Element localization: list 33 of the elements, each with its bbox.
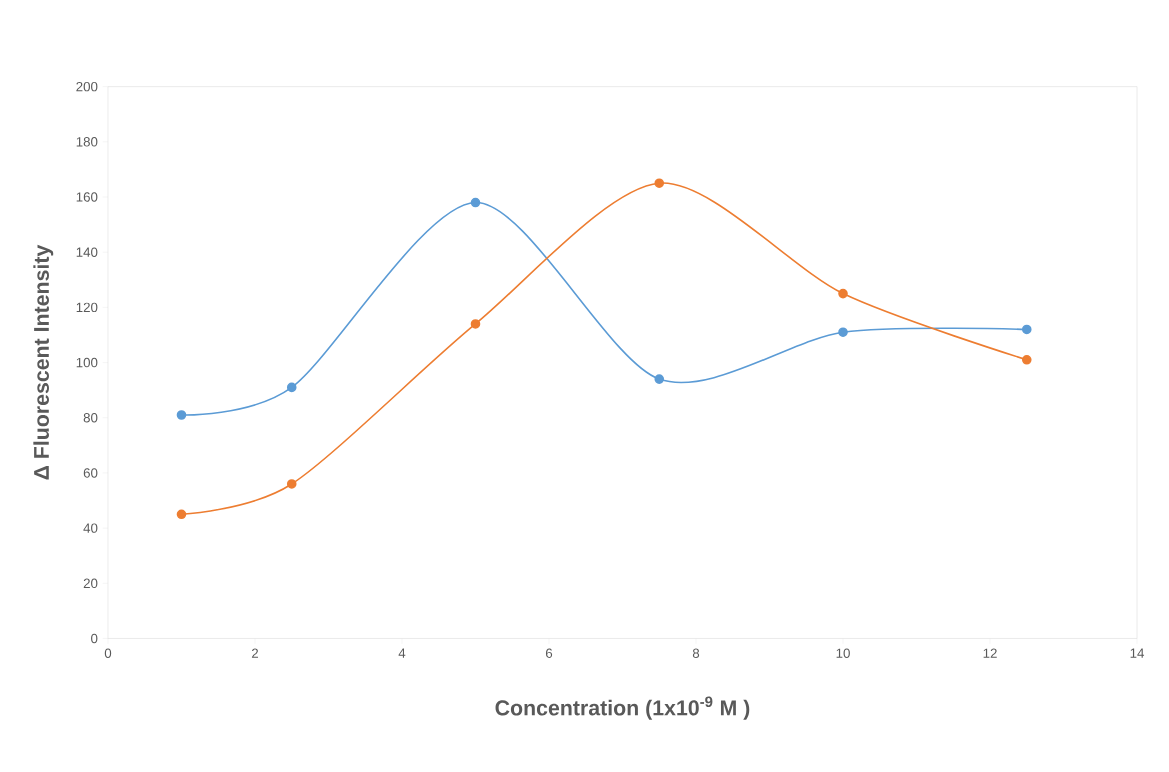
point <box>470 197 481 208</box>
y-tick-label: 180 <box>76 137 98 147</box>
y-tick-label: 40 <box>83 523 98 533</box>
y-tick-label: 80 <box>83 413 98 423</box>
point <box>470 319 481 329</box>
point <box>654 178 665 189</box>
x-tick-label: 4 <box>398 648 406 658</box>
y-tick-label: 120 <box>76 302 98 313</box>
point <box>176 410 187 420</box>
point <box>176 509 187 520</box>
x-tick-label: 12 <box>983 648 997 658</box>
y-tick-label: 160 <box>76 192 98 202</box>
point <box>654 374 665 385</box>
point <box>838 288 848 299</box>
y-tick-label: 60 <box>83 468 98 478</box>
x-tick-label: 2 <box>251 648 259 658</box>
point <box>1021 355 1032 365</box>
x-tick-label: 8 <box>692 648 700 659</box>
y-tick-label: 200 <box>76 82 98 92</box>
point <box>286 479 297 489</box>
y-tick-label: 20 <box>83 578 98 589</box>
point <box>838 327 848 338</box>
y-axis-title: Δ Fluorescent Intensity <box>33 244 54 480</box>
y-tick-label: 100 <box>76 357 98 368</box>
point <box>286 382 297 393</box>
point <box>1021 324 1032 335</box>
x-axis-title: Concentration (1x10$^{-9}$ M ) <box>495 696 750 720</box>
x-tick-label: 0 <box>104 648 112 659</box>
x-tick-label: 6 <box>545 648 553 659</box>
y-tick-label: 140 <box>76 247 98 258</box>
x-tick-label: 10 <box>836 648 850 659</box>
y-tick-label: 0 <box>91 633 98 644</box>
x-tick-label: 14 <box>1130 648 1145 658</box>
